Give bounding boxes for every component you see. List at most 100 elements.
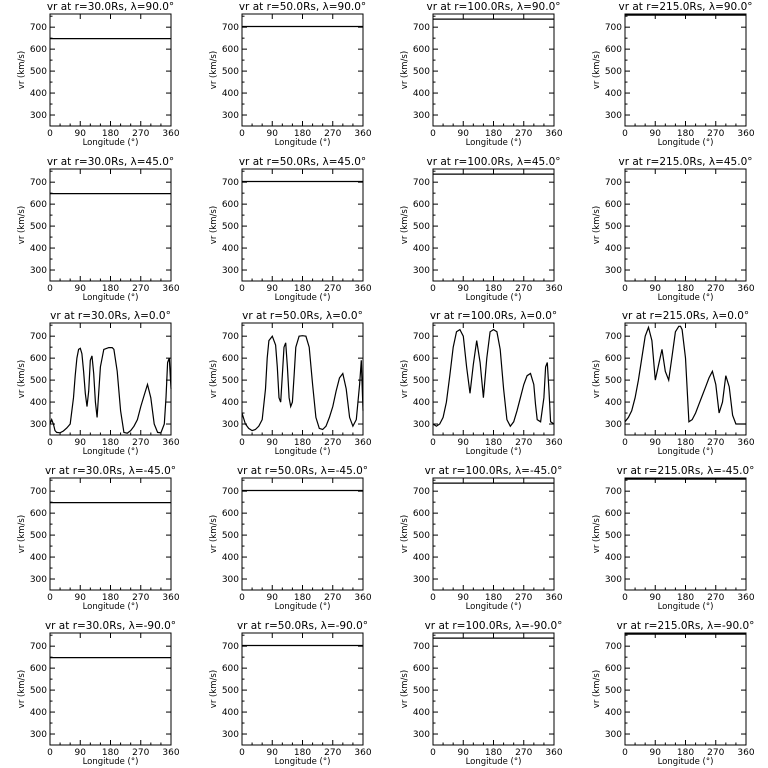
x-tick-label: 90 xyxy=(75,593,87,603)
x-tick-label: 360 xyxy=(737,748,754,758)
y-tick-label: 700 xyxy=(30,642,47,652)
x-axis-label: Longitude (°) xyxy=(275,138,331,148)
x-tick-label: 180 xyxy=(677,129,694,139)
y-tick-label: 600 xyxy=(413,45,430,55)
x-tick-label: 90 xyxy=(75,748,87,758)
plot-frame xyxy=(241,168,364,282)
panel-18: vr at r=50.0Rs, λ=-90.0° 0 90 180 270 360 300 4… xyxy=(209,620,372,767)
x-tick-label: 90 xyxy=(650,129,662,139)
panel-title: vr at r=30.0Rs, λ=90.0° xyxy=(47,1,174,13)
x-tick-label: 90 xyxy=(458,284,470,294)
x-tick-label: 270 xyxy=(707,284,724,294)
y-tick-label: 500 xyxy=(222,686,239,696)
series-line xyxy=(241,334,364,432)
y-tick-label: 600 xyxy=(30,354,47,364)
x-tick-label: 360 xyxy=(162,438,179,448)
y-axis-label: vr (km/s) xyxy=(209,515,219,553)
y-tick-label: 700 xyxy=(30,178,47,188)
x-tick-label: 90 xyxy=(458,438,470,448)
x-tick-label: 360 xyxy=(737,284,754,294)
y-axis-label: vr (km/s) xyxy=(17,51,27,89)
x-tick-label: 0 xyxy=(430,438,436,448)
x-axis-label: Longitude (°) xyxy=(275,447,331,457)
y-tick-label: 400 xyxy=(222,553,239,563)
x-tick-label: 180 xyxy=(102,438,119,448)
x-axis-label: Longitude (°) xyxy=(466,138,522,148)
panel-13: vr at r=30.0Rs, λ=-45.0° 0 90 180 270 360 300 4… xyxy=(17,465,180,612)
y-tick-label: 300 xyxy=(413,575,430,585)
x-tick-label: 0 xyxy=(47,748,53,758)
y-tick-label: 400 xyxy=(222,708,239,718)
x-tick-label: 360 xyxy=(737,438,754,448)
y-tick-label: 300 xyxy=(413,730,430,740)
x-tick-label: 270 xyxy=(515,129,532,139)
y-tick-label: 300 xyxy=(413,420,430,430)
panel-2: vr at r=50.0Rs, λ=90.0° 0 90 180 270 360 300 40… xyxy=(209,1,372,148)
y-tick-label: 300 xyxy=(222,420,239,430)
x-tick-label: 0 xyxy=(47,284,53,294)
y-tick-label: 300 xyxy=(30,575,47,585)
panel-title: vr at r=215.0Rs, λ=90.0° xyxy=(618,1,752,13)
y-tick-label: 300 xyxy=(222,266,239,276)
x-tick-label: 270 xyxy=(324,129,341,139)
y-tick-label: 500 xyxy=(413,222,430,232)
x-tick-label: 270 xyxy=(132,438,149,448)
y-tick-label: 500 xyxy=(30,67,47,77)
y-axis-label: vr (km/s) xyxy=(17,670,27,708)
x-tick-label: 270 xyxy=(515,593,532,603)
y-tick-label: 300 xyxy=(222,575,239,585)
plot-frame xyxy=(241,632,364,746)
x-tick-label: 90 xyxy=(267,748,279,758)
y-axis-label: vr (km/s) xyxy=(400,360,410,398)
panel-title: vr at r=100.0Rs, λ=-90.0° xyxy=(425,620,563,632)
x-tick-label: 0 xyxy=(430,593,436,603)
x-tick-label: 270 xyxy=(707,593,724,603)
x-tick-label: 0 xyxy=(239,284,245,294)
x-tick-label: 360 xyxy=(545,593,562,603)
x-tick-label: 0 xyxy=(239,129,245,139)
x-tick-label: 90 xyxy=(458,129,470,139)
panel-title: vr at r=215.0Rs, λ=45.0° xyxy=(618,156,752,168)
panel-11: vr at r=100.0Rs, λ=0.0° 0 90 180 270 360 300 40… xyxy=(400,310,563,457)
x-tick-label: 90 xyxy=(267,593,279,603)
y-tick-label: 500 xyxy=(222,67,239,77)
y-axis-label: vr (km/s) xyxy=(209,670,219,708)
y-tick-label: 600 xyxy=(222,354,239,364)
panel-title: vr at r=215.0Rs, λ=-45.0° xyxy=(617,465,755,477)
y-tick-label: 500 xyxy=(605,376,622,386)
y-tick-label: 600 xyxy=(605,664,622,674)
x-tick-label: 180 xyxy=(294,593,311,603)
x-tick-label: 270 xyxy=(324,284,341,294)
y-tick-label: 300 xyxy=(222,111,239,121)
y-tick-label: 400 xyxy=(30,553,47,563)
y-tick-label: 700 xyxy=(605,23,622,33)
y-tick-label: 400 xyxy=(605,553,622,563)
x-tick-label: 180 xyxy=(677,748,694,758)
y-tick-label: 500 xyxy=(222,531,239,541)
y-tick-label: 400 xyxy=(30,244,47,254)
x-tick-label: 360 xyxy=(737,129,754,139)
y-axis-label: vr (km/s) xyxy=(17,206,27,244)
x-tick-label: 180 xyxy=(294,129,311,139)
panel-1: vr at r=30.0Rs, λ=90.0° 0 90 180 270 360 300 40… xyxy=(17,1,180,148)
y-tick-label: 600 xyxy=(413,200,430,210)
plot-frame xyxy=(49,13,172,127)
y-tick-label: 600 xyxy=(605,45,622,55)
y-tick-label: 700 xyxy=(30,332,47,342)
x-tick-label: 180 xyxy=(677,438,694,448)
panel-20: vr at r=215.0Rs, λ=-90.0° 0 90 180 270 360 300… xyxy=(592,620,755,767)
x-tick-label: 90 xyxy=(75,129,87,139)
y-tick-label: 300 xyxy=(30,420,47,430)
plot-frame xyxy=(432,632,555,746)
y-tick-label: 300 xyxy=(605,420,622,430)
x-axis-label: Longitude (°) xyxy=(658,602,714,612)
y-tick-label: 400 xyxy=(605,244,622,254)
x-tick-label: 270 xyxy=(515,438,532,448)
y-tick-label: 500 xyxy=(30,686,47,696)
x-tick-label: 360 xyxy=(545,129,562,139)
y-tick-label: 400 xyxy=(30,89,47,99)
y-tick-label: 600 xyxy=(222,200,239,210)
x-tick-label: 270 xyxy=(707,748,724,758)
x-tick-label: 0 xyxy=(239,748,245,758)
